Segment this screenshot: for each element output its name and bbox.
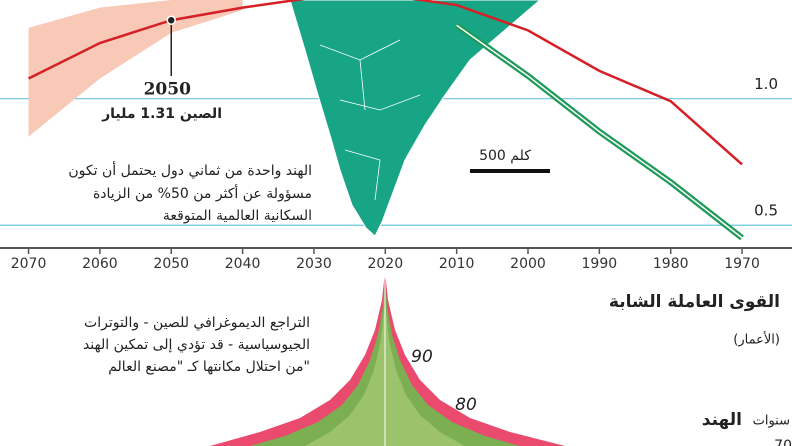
note-line: السكانية العالمية المتوقعة	[163, 208, 312, 224]
y-tick-label: 1.0	[754, 75, 778, 93]
x-tick-label: 2020	[367, 256, 403, 272]
x-tick-label: 1990	[582, 256, 618, 272]
age-label: 90	[411, 347, 433, 367]
annotation-text: الصين 1.31 مليار	[101, 106, 222, 122]
projection-band	[28, 0, 243, 137]
y-tick-label: 0.5	[754, 202, 778, 220]
age-label: 70	[774, 438, 792, 446]
workforce-note: الجيوسياسية - قد تؤدي إلى تمكين الهند	[83, 337, 310, 353]
workforce-note: من احتلال مكانتها كـ "مصنع العالم"	[108, 359, 310, 375]
map-borders	[319, 39, 421, 201]
x-tick-label: 2030	[296, 256, 332, 272]
country-label: الهند	[702, 410, 742, 430]
years-label: سنوات	[753, 414, 790, 429]
x-tick-label: 1970	[724, 256, 760, 272]
workforce-note: التراجع الديموغرافي للصين - والتوترات	[84, 315, 310, 331]
x-tick-label: 2060	[82, 256, 118, 272]
annotation-year: 2050	[144, 80, 191, 100]
x-tick-label: 2040	[225, 256, 261, 272]
note-line: الهند واحدة من ثماني دول يحتمل أن تكون	[68, 161, 312, 179]
annotation-marker	[166, 15, 176, 25]
x-tick-label: 2050	[153, 256, 189, 272]
series-line-inner	[456, 24, 743, 239]
workforce-title: القوى العاملة الشابة	[609, 292, 780, 312]
x-tick-label: 1980	[653, 256, 689, 272]
india-map	[289, 0, 541, 237]
age-label: 80	[455, 395, 477, 415]
series-line	[27, 0, 743, 166]
note-line: مسؤولة عن أكثر من 50% من الزيادة	[93, 184, 312, 202]
scale-label: 500 كلم	[479, 148, 531, 164]
x-tick-label: 2070	[11, 256, 47, 272]
workforce-subtitle: (الأعمار)	[733, 331, 780, 348]
x-tick-label: 2010	[439, 256, 475, 272]
x-tick-label: 2000	[510, 256, 546, 272]
